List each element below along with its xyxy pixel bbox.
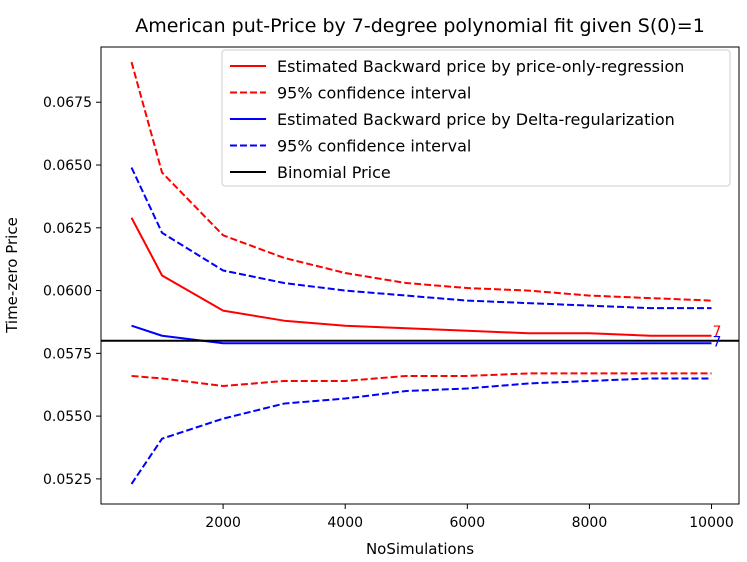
x-tick-label: 10000 — [689, 515, 734, 531]
plot-frame — [100, 46, 740, 505]
series-line-0 — [130, 217, 712, 337]
y-tick-label: 0.0550 — [43, 409, 92, 425]
series-line-5 — [130, 377, 712, 485]
x-axis-label: NoSimulations — [366, 540, 474, 558]
y-tick-label: 0.0625 — [43, 221, 92, 237]
y-tick-label: 0.0650 — [43, 158, 92, 174]
x-tick-label: 8000 — [572, 515, 608, 531]
legend-label: Estimated Backward price by price-only-r… — [277, 57, 684, 76]
y-axis-label: Time-zero Price — [3, 217, 21, 334]
legend-label: 95% confidence interval — [277, 84, 471, 103]
chart-title: American put-Price by 7-degree polynomia… — [135, 15, 705, 37]
legend: Estimated Backward price by price-only-r… — [221, 49, 731, 187]
y-axis: 0.0525 0.0550 0.0575 0.0600 0.0625 0.0650 0.06… — [43, 95, 101, 488]
legend-box — [221, 49, 731, 187]
series-line-1 — [130, 61, 712, 302]
series-line-4 — [130, 167, 712, 310]
x-tick-label: 6000 — [449, 515, 485, 531]
x-tick-label: 2000 — [205, 515, 241, 531]
plot-area: 77 — [101, 61, 739, 485]
legend-label: Binomial Price — [277, 163, 391, 182]
y-tick-label: 0.0600 — [43, 284, 92, 300]
x-tick-label: 4000 — [327, 515, 363, 531]
x-axis: 2000 4000 6000 8000 10000 — [205, 504, 734, 531]
y-tick-label: 0.0525 — [43, 472, 92, 488]
y-tick-label: 0.0675 — [43, 95, 92, 111]
series-line-2 — [131, 372, 712, 387]
y-tick-label: 0.0575 — [43, 346, 92, 362]
end-label-1: 7 — [713, 334, 722, 350]
legend-label: 95% confidence interval — [277, 137, 471, 156]
legend-label: Estimated Backward price by Delta-regula… — [277, 110, 675, 129]
end-label-0: 7 — [713, 324, 722, 340]
